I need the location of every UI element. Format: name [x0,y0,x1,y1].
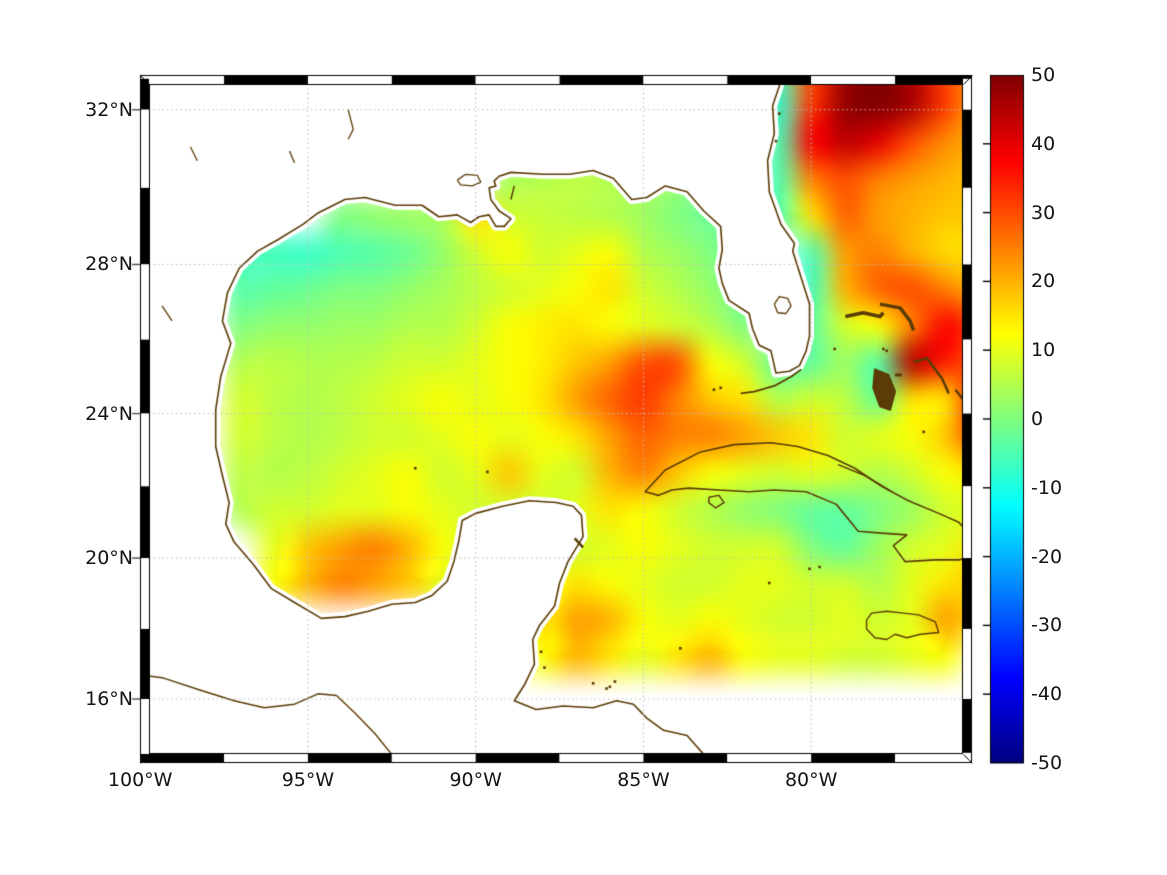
map-plot-canvas [0,0,1167,875]
gulf-of-mexico-heatmap-figure: 16°N 20°N 24°N 28°N 32°N 100°W 95°W 90°W 85°W 80°… [0,0,1167,875]
